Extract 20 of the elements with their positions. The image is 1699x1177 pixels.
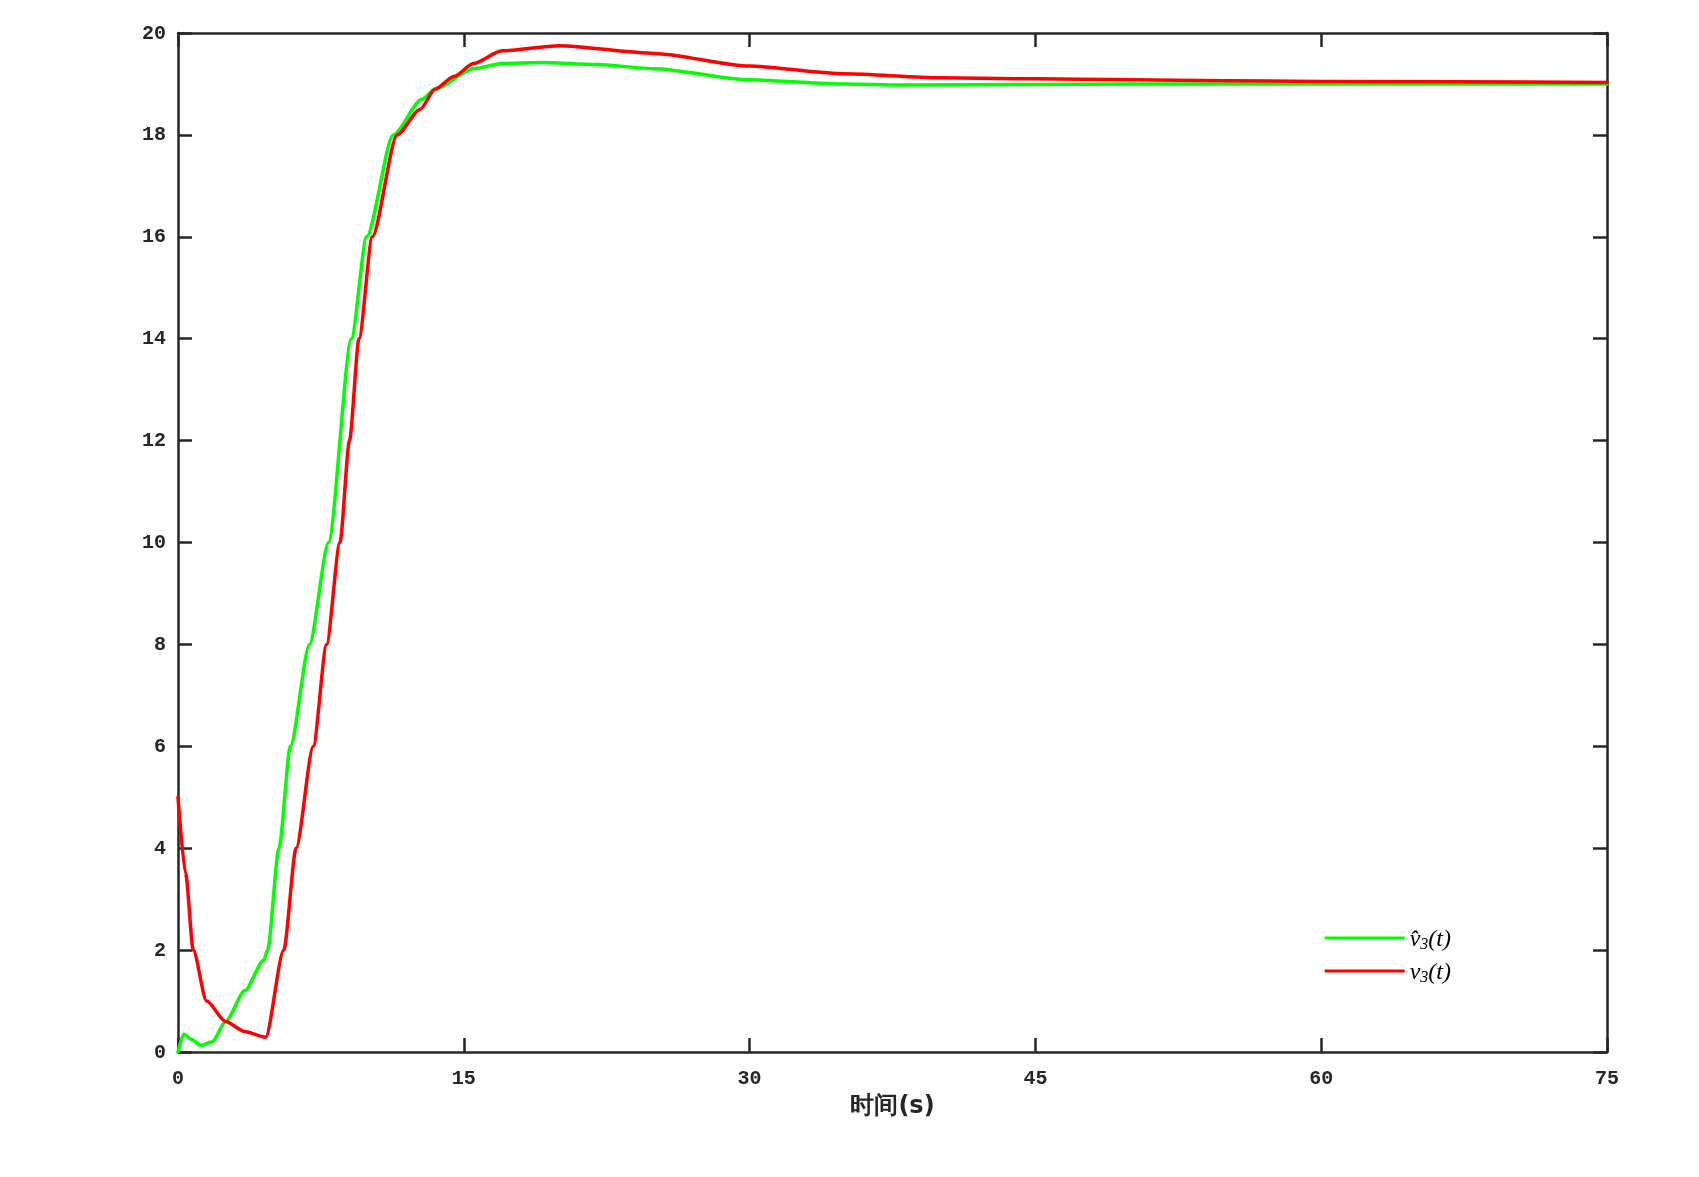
x-tick-label: 60	[1309, 1066, 1334, 1090]
y-tick-label: 4	[153, 836, 166, 860]
x-axis-title: 时间(s)	[850, 1090, 935, 1119]
x-tick-label: 0	[171, 1066, 185, 1090]
x-tick-label: 15	[451, 1066, 476, 1090]
x-tick-label: 75	[1594, 1066, 1620, 1090]
y-tick-label: 12	[141, 429, 166, 453]
y-tick-label: 18	[141, 123, 166, 147]
y-tick-label: 16	[141, 225, 166, 249]
x-tick-label: 45	[1023, 1066, 1048, 1090]
y-tick-label: 0	[153, 1040, 166, 1064]
y-tick-label: 6	[153, 734, 166, 758]
legend-label: v3(t)	[1409, 958, 1452, 985]
y-tick-label: 8	[153, 632, 166, 656]
y-tick-label: 14	[141, 327, 166, 351]
legend-label: v̂3(t)	[1409, 925, 1452, 952]
x-tick-label: 30	[737, 1066, 762, 1090]
y-tick-label: 20	[141, 21, 166, 45]
y-tick-label: 2	[153, 938, 166, 962]
y-tick-label: 10	[141, 531, 166, 554]
